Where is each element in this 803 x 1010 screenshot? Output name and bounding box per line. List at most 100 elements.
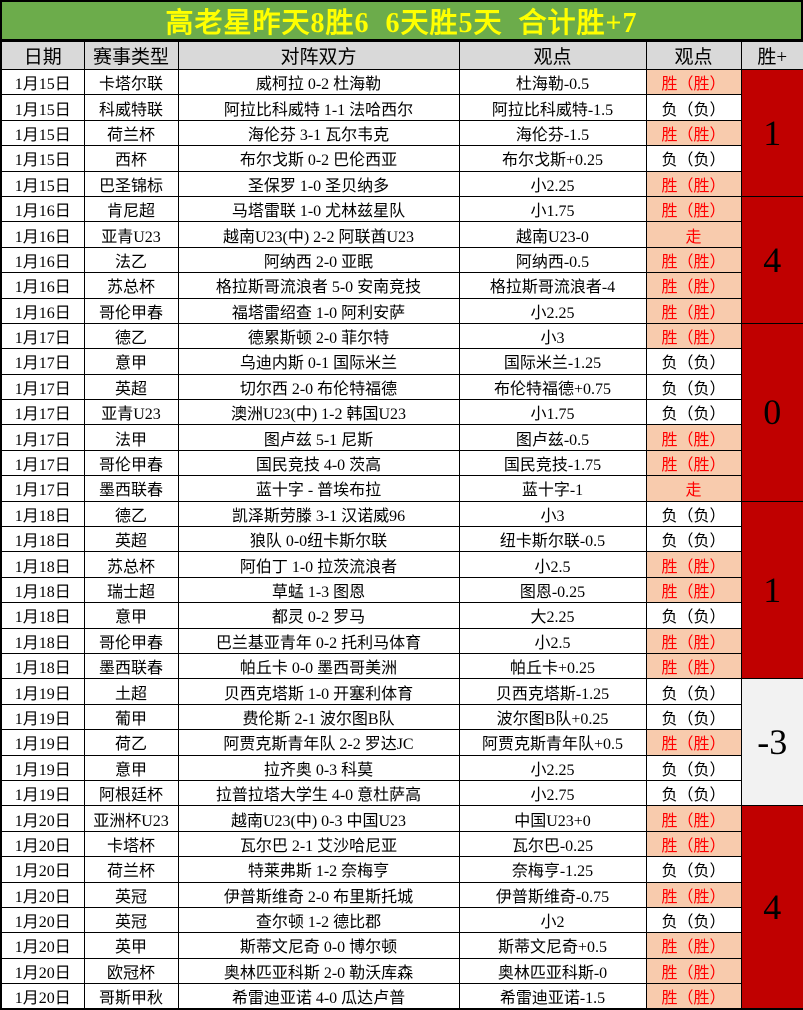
match-cell: 巴兰基亚青年 0-2 托利马体育	[177, 627, 460, 654]
date-cell: 1月18日	[0, 652, 85, 680]
date-cell: 1月20日	[0, 983, 85, 1010]
result-cell: 负（负）	[645, 145, 742, 172]
date-cell: 1月16日	[0, 195, 85, 223]
result-cell: 负（负）	[645, 399, 742, 426]
date-cell: 1月18日	[0, 551, 85, 578]
match-cell: 德累斯顿 2-0 菲尔特	[177, 322, 460, 350]
league-cell: 苏总杯	[83, 551, 179, 578]
table-row: 1月15日 巴圣锦标 圣保罗 1-0 圣贝纳多 小2.25 胜（胜）	[0, 170, 803, 197]
date-cell: 1月20日	[0, 906, 85, 934]
match-cell: 蓝十字 - 普埃布拉	[177, 475, 460, 502]
match-cell: 乌迪内斯 0-1 国际米兰	[177, 348, 460, 375]
league-cell: 德乙	[83, 500, 179, 528]
league-cell: 亚青U23	[83, 399, 179, 426]
result-cell: 负（负）	[645, 754, 742, 781]
result-cell: 胜（胜）	[645, 576, 742, 604]
match-cell: 拉普拉塔大学生 4-0 意杜萨高	[177, 779, 460, 807]
pick-cell: 图恩-0.25	[458, 576, 647, 604]
match-cell: 福塔雷绍查 1-0 阿利安萨	[177, 297, 460, 324]
result-cell: 负（负）	[645, 602, 742, 629]
result-cell: 负（负）	[645, 779, 742, 807]
date-cell: 1月17日	[0, 373, 85, 401]
result-cell: 胜（胜）	[645, 932, 742, 959]
result-cell: 负（负）	[645, 94, 742, 121]
pick-cell: 小2	[458, 906, 647, 934]
date-cell: 1月17日	[0, 449, 85, 477]
match-cell: 澳洲U23(中) 1-2 韩国U23	[177, 399, 460, 426]
table-row: 1月18日 瑞士超 草蜢 1-3 图恩 图恩-0.25 胜（胜）	[0, 576, 803, 604]
league-cell: 葡甲	[83, 703, 179, 731]
date-cell: 1月17日	[0, 322, 85, 350]
league-cell: 西杯	[83, 145, 179, 172]
record-table: 日期 赛事类型 对阵双方 观点 观点 胜+ 1月15日 卡塔尔联 威柯拉 0-2 杜…	[0, 40, 803, 1010]
table-row: 1月19日 意甲 拉齐奥 0-3 科莫 小2.25 负（负）	[0, 754, 803, 781]
table-row: 1月16日 法乙 阿纳西 2-0 亚眠 阿纳西-0.5 胜（胜）	[0, 246, 803, 274]
table-row: 1月20日 哥斯甲秋 希雷迪亚诺 4-0 瓜达卢普 希雷迪亚诺-1.5 胜（胜）	[0, 983, 803, 1010]
pick-cell: 图卢兹-0.5	[458, 424, 647, 451]
result-cell: 胜（胜）	[645, 551, 742, 578]
result-cell: 胜（胜）	[645, 322, 742, 350]
table-row: 1月16日 苏总杯 格拉斯哥流浪者 5-0 安南竞技 格拉斯哥流浪者-4 胜（胜）	[0, 272, 803, 299]
table-row: 1月15日 科威特联 阿拉比科威特 1-1 法哈西尔 阿拉比科威特-1.5 负（负）	[0, 94, 803, 121]
match-cell: 圣保罗 1-0 圣贝纳多	[177, 170, 460, 197]
pick-cell: 杜海勒-0.5	[458, 68, 647, 96]
match-cell: 图卢兹 5-1 尼斯	[177, 424, 460, 451]
group-total-cell: 1	[740, 69, 803, 197]
league-cell: 卡塔尔联	[83, 68, 179, 96]
result-cell: 胜（胜）	[645, 195, 742, 223]
date-cell: 1月17日	[0, 348, 85, 375]
league-cell: 土超	[83, 678, 179, 705]
league-cell: 英冠	[83, 906, 179, 934]
match-cell: 马塔雷联 1-0 尤林兹星队	[177, 195, 460, 223]
pick-cell: 海伦芬-1.5	[458, 119, 647, 147]
league-cell: 瑞士超	[83, 576, 179, 604]
result-cell: 负（负）	[645, 678, 742, 705]
league-cell: 哥伦甲春	[83, 627, 179, 654]
col-header-league: 赛事类型	[83, 40, 179, 70]
date-cell: 1月20日	[0, 805, 85, 832]
table-row: 1月20日 卡塔杯 瓦尔巴 2-1 艾沙哈尼亚 瓦尔巴-0.25 胜（胜）	[0, 830, 803, 858]
pick-cell: 小2.25	[458, 170, 647, 197]
date-cell: 1月19日	[0, 754, 85, 781]
match-cell: 海伦芬 3-1 瓦尔韦克	[177, 119, 460, 147]
result-cell: 负（负）	[645, 906, 742, 934]
pick-cell: 帕丘卡+0.25	[458, 652, 647, 680]
table-row: 1月19日 阿根廷杯 拉普拉塔大学生 4-0 意杜萨高 小2.75 负（负）	[0, 779, 803, 807]
col-header-match: 对阵双方	[177, 40, 460, 70]
pick-cell: 阿贾克斯青年队+0.5	[458, 729, 647, 756]
date-cell: 1月20日	[0, 932, 85, 959]
league-cell: 荷兰杯	[83, 856, 179, 883]
match-cell: 狼队 0-0纽卡斯尔联	[177, 526, 460, 553]
league-cell: 英甲	[83, 932, 179, 959]
match-cell: 阿拉比科威特 1-1 法哈西尔	[177, 94, 460, 121]
result-cell: 负（负）	[645, 373, 742, 401]
table-row: 1月19日 土超 贝西克塔斯 1-0 开塞利体育 贝西克塔斯-1.25 负（负） -3	[0, 678, 803, 807]
league-cell: 荷兰杯	[83, 119, 179, 147]
date-cell: 1月15日	[0, 94, 85, 121]
pick-cell: 布尔戈斯+0.25	[458, 145, 647, 172]
date-cell: 1月20日	[0, 881, 85, 908]
league-cell: 亚洲杯U23	[83, 805, 179, 832]
pick-cell: 斯蒂文尼奇+0.5	[458, 932, 647, 959]
table-row: 1月18日 墨西联春 帕丘卡 0-0 墨西哥美洲 帕丘卡+0.25 胜（胜）	[0, 652, 803, 680]
table-row: 1月15日 卡塔尔联 威柯拉 0-2 杜海勒 杜海勒-0.5 胜（胜） 1	[0, 68, 803, 197]
table-row: 1月16日 肯尼超 马塔雷联 1-0 尤林兹星队 小1.75 胜（胜） 4	[0, 195, 803, 324]
date-cell: 1月15日	[0, 68, 85, 96]
date-cell: 1月20日	[0, 830, 85, 858]
league-cell: 科威特联	[83, 94, 179, 121]
result-cell: 胜（胜）	[645, 170, 742, 197]
result-cell: 胜（胜）	[645, 830, 742, 858]
group-total-cell: -3	[740, 678, 803, 807]
table-row: 1月16日 哥伦甲春 福塔雷绍查 1-0 阿利安萨 小2.25 胜（胜）	[0, 297, 803, 324]
match-cell: 都灵 0-2 罗马	[177, 602, 460, 629]
league-cell: 肯尼超	[83, 195, 179, 223]
league-cell: 阿根廷杯	[83, 779, 179, 807]
date-cell: 1月20日	[0, 856, 85, 883]
league-cell: 巴圣锦标	[83, 170, 179, 197]
league-cell: 墨西联春	[83, 475, 179, 502]
result-cell: 走	[645, 221, 742, 248]
match-cell: 阿伯丁 1-0 拉茨流浪者	[177, 551, 460, 578]
date-cell: 1月18日	[0, 627, 85, 654]
pick-cell: 越南U23-0	[458, 221, 647, 248]
